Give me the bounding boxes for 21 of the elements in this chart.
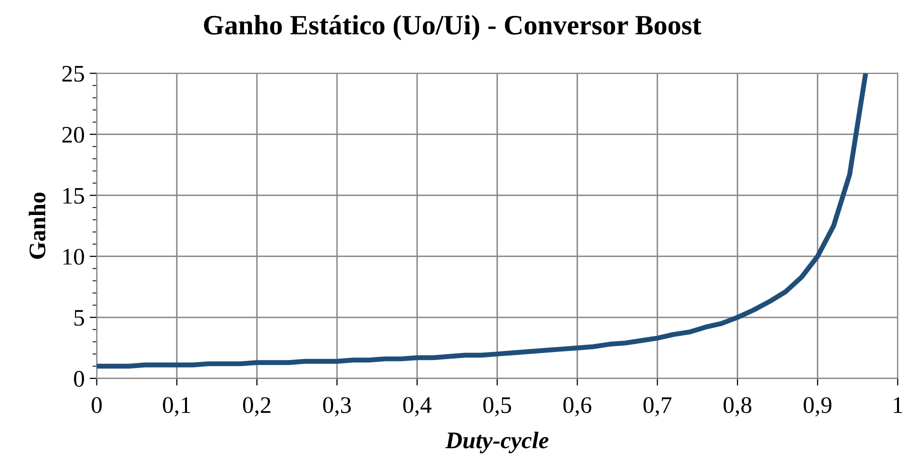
x-tick-label: 1	[894, 397, 902, 413]
x-tick-label: 0,8	[724, 397, 752, 416]
x-axis-title: Duty-cycle	[445, 432, 548, 454]
x-tick-label: 0,2	[243, 397, 270, 416]
y-tick-label: 10	[63, 248, 84, 265]
line-series	[96, 73, 868, 369]
x-tick-label: 0,4	[403, 397, 432, 416]
x-tick-label: 0,7	[644, 397, 672, 416]
y-tick-label: 0	[74, 370, 84, 387]
y-tick-label: 15	[63, 188, 84, 204]
x-tick-label: 0,5	[483, 397, 512, 416]
x-tick-label: 0,3	[323, 397, 351, 416]
x-tick-label: 0	[92, 397, 102, 414]
y-axis-title: Ganho	[28, 192, 46, 259]
y-tick-label: 5	[74, 310, 84, 326]
x-tick-label: 0,6	[563, 397, 592, 416]
y-tick-label: 25	[62, 66, 84, 82]
y-tick-label: 20	[62, 126, 84, 143]
chart-title: Ganho Estático (Uo/Ui) - Conversor Boost	[204, 14, 702, 40]
x-tick-label: 0,9	[804, 397, 832, 416]
x-tick-label: 0,1	[162, 397, 190, 416]
